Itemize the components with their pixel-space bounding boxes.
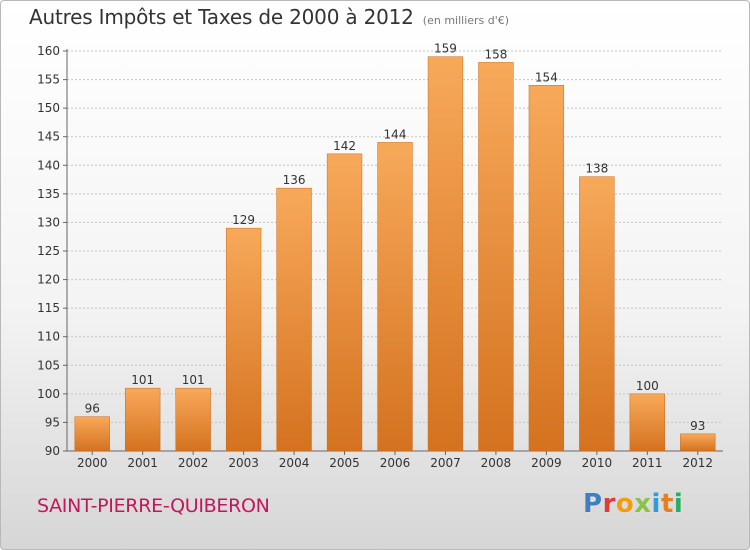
y-tick-label: 120 [37,273,60,287]
y-tick-label: 100 [37,387,60,401]
commune-name: SAINT-PIERRE-QUIBERON [37,495,270,517]
data-label-2008: 158 [484,47,507,61]
bar-2004 [276,187,312,452]
bar-2002 [175,387,211,452]
x-tick-label-2003: 2003 [228,456,259,470]
title-row: Autres Impôts et Taxes de 2000 à 2012 (e… [29,5,509,29]
bar-2003 [225,227,262,452]
y-tick-label: 140 [37,158,60,172]
y-tick-label: 105 [37,358,60,372]
y-tick-label: 135 [37,187,60,201]
bar-2000 [74,416,110,452]
y-tick-label: 115 [37,301,60,315]
data-label-2004: 136 [283,173,306,187]
x-tick-label-2007: 2007 [430,456,461,470]
data-label-2010: 138 [585,162,608,176]
bar-2009 [528,85,565,452]
x-tick-label-2001: 2001 [127,456,158,470]
bar-2010 [579,176,615,452]
x-tick-label-2011: 2011 [632,456,663,470]
chart-title: Autres Impôts et Taxes de 2000 à 2012 [29,5,414,29]
bar-2011 [629,393,665,452]
x-tick-label-2010: 2010 [582,456,613,470]
bar-2007 [427,56,464,452]
y-tick-label: 95 [45,415,60,429]
bar-2008 [478,62,514,452]
y-tick-label: 150 [37,101,60,115]
data-label-2012: 93 [690,419,705,433]
x-tick-label-2009: 2009 [531,456,562,470]
x-tick-label-2002: 2002 [178,456,209,470]
x-tick-label-2012: 2012 [682,456,713,470]
data-label-2000: 96 [85,402,100,416]
y-tick-label: 155 [37,73,60,87]
y-tick-label: 160 [37,44,60,58]
x-tick-label-2006: 2006 [380,456,411,470]
bar-2012 [680,433,716,452]
y-tick-label: 130 [37,215,60,229]
x-tick-label-2000: 2000 [77,456,108,470]
x-tick-label-2008: 2008 [481,456,512,470]
y-tick-label: 90 [45,444,60,458]
bar-2005 [326,153,363,452]
data-label-2007: 159 [434,42,457,56]
x-tick-label-2004: 2004 [279,456,310,470]
bar-2006 [377,142,413,452]
bar-2001 [125,387,161,452]
proxiti-logo: Proxiti [583,489,684,519]
data-labels: 96 101 101 129 136 142 144 159 158 154 138 100 93 [85,42,706,433]
x-tick-label-2005: 2005 [329,456,360,470]
y-tick-label: 145 [37,130,60,144]
data-label-2006: 144 [384,127,407,141]
bars [74,56,716,452]
y-tick-label: 125 [37,244,60,258]
data-label-2009: 154 [535,70,558,84]
data-label-2002: 101 [182,373,205,387]
data-label-2005: 142 [333,139,356,153]
y-tick-label: 110 [37,330,60,344]
data-label-2011: 100 [636,379,659,393]
chart-subtitle: (en milliers d'€) [422,14,510,27]
data-label-2003: 129 [232,213,255,227]
data-label-2001: 101 [131,373,154,387]
